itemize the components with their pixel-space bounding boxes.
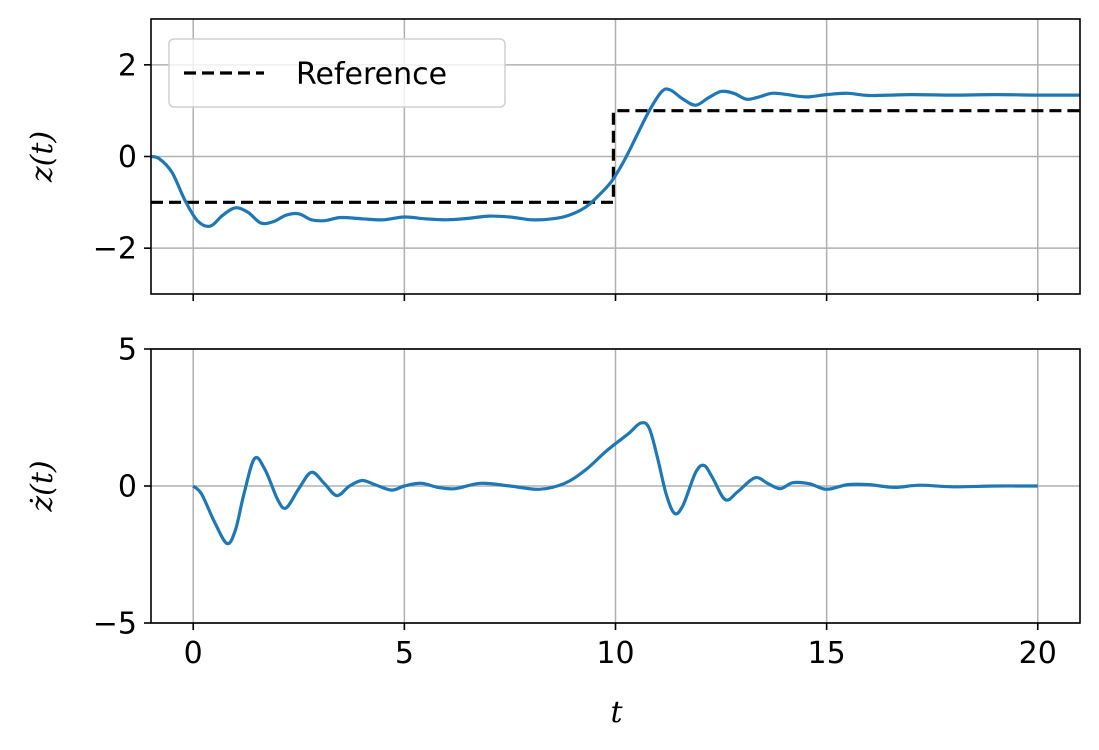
y-tick-label: 2 (118, 48, 137, 83)
legend: Reference (168, 38, 506, 108)
y-tick-label: −2 (93, 232, 137, 267)
z-panel: −2 0 2 z(t) Reference (25, 18, 1081, 301)
y-tick-label: 0 (118, 470, 137, 505)
x-tick-label: 0 (184, 636, 203, 671)
y-tick-label: 5 (118, 333, 137, 368)
x-tick-label: 20 (1019, 636, 1057, 671)
reference-line (151, 109, 1080, 204)
y-axis-label: z(t) (25, 131, 60, 183)
x-axis-label: t (610, 695, 623, 730)
legend-label: Reference (296, 57, 447, 92)
x-tick-label: 10 (596, 636, 634, 671)
zdot-panel: −5 0 5 0 5 10 15 20 ż(t) t (25, 333, 1081, 730)
response-line (192, 421, 1038, 546)
y-tick-label: −5 (93, 607, 137, 642)
x-tick-label: 15 (808, 636, 846, 671)
response-line (151, 87, 1080, 228)
legend-box (168, 38, 506, 108)
x-tick-label: 5 (395, 636, 414, 671)
y-tick-label: 0 (118, 140, 137, 175)
y-axis-label: ż(t) (25, 460, 60, 512)
